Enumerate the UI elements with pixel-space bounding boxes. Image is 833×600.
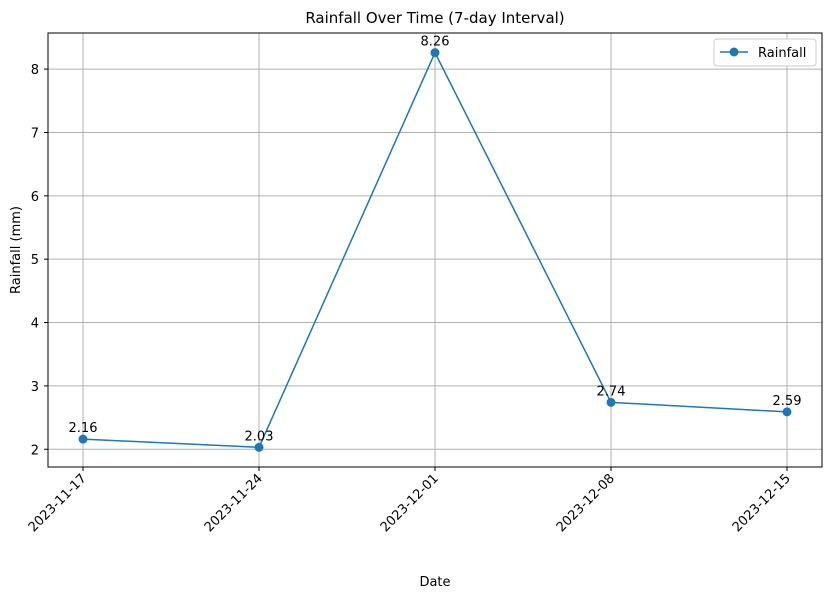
x-tick-label: 2023-11-17 bbox=[26, 471, 90, 535]
x-tick-label: 2023-12-15 bbox=[730, 471, 794, 535]
y-axis-label: Rainfall (mm) bbox=[9, 206, 24, 294]
grid-lines bbox=[48, 33, 822, 467]
series-layer bbox=[78, 48, 792, 452]
x-tick-label: 2023-11-24 bbox=[202, 471, 266, 535]
data-point bbox=[254, 442, 264, 452]
data-label: 8.26 bbox=[421, 35, 450, 50]
legend-box bbox=[713, 38, 817, 67]
chart-title: Rainfall Over Time (7-day Interval) bbox=[305, 9, 564, 27]
data-point bbox=[78, 434, 88, 444]
data-label: 2.03 bbox=[245, 429, 274, 444]
y-tick-label: 3 bbox=[31, 380, 39, 395]
y-axis-ticks: 2 3 4 5 6 7 8 bbox=[31, 63, 48, 458]
data-label: 2.74 bbox=[597, 384, 626, 399]
data-label: 2.59 bbox=[773, 394, 802, 409]
y-tick-label: 7 bbox=[31, 126, 39, 141]
x-axis-label: Date bbox=[419, 575, 450, 590]
data-point bbox=[606, 397, 616, 407]
y-tick-label: 6 bbox=[31, 190, 39, 205]
x-tick-label: 2023-12-08 bbox=[554, 471, 618, 535]
data-labels: 2.16 2.03 8.26 2.74 2.59 bbox=[69, 35, 802, 445]
legend-marker-swatch bbox=[729, 47, 739, 57]
data-label: 2.16 bbox=[69, 421, 98, 436]
y-tick-label: 2 bbox=[31, 443, 39, 458]
legend-label: Rainfall bbox=[758, 46, 806, 61]
data-point bbox=[430, 48, 440, 58]
legend: Rainfall bbox=[713, 38, 817, 67]
data-point bbox=[782, 407, 792, 417]
y-tick-label: 4 bbox=[31, 317, 39, 332]
x-tick-label: 2023-12-01 bbox=[378, 471, 442, 535]
x-axis-ticks: 2023-11-17 2023-11-24 2023-12-01 2023-12-08… bbox=[26, 467, 794, 535]
y-tick-label: 8 bbox=[31, 63, 39, 78]
y-tick-label: 5 bbox=[31, 253, 39, 268]
